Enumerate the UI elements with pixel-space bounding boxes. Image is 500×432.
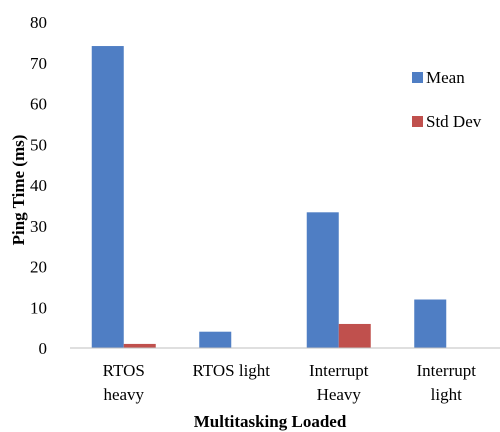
bar-mean bbox=[91, 46, 124, 348]
y-tick-label: 0 bbox=[39, 339, 48, 358]
x-category-label: heavy bbox=[103, 385, 144, 404]
y-tick-label: 70 bbox=[30, 54, 47, 73]
x-axis-label: Multitasking Loaded bbox=[194, 412, 347, 431]
y-tick-label: 30 bbox=[30, 217, 47, 236]
bar-mean bbox=[414, 299, 447, 348]
legend: Mean Std Dev bbox=[412, 68, 482, 131]
bar-mean bbox=[199, 331, 232, 348]
legend-swatch bbox=[412, 116, 423, 127]
y-tick-label: 80 bbox=[30, 13, 47, 32]
x-axis-category-labels: RTOS heavy RTOS light Interrupt Heavy Interru… bbox=[103, 361, 477, 404]
x-category-label: RTOS bbox=[103, 361, 145, 380]
y-tick-label: 50 bbox=[30, 135, 47, 154]
y-axis-label: Ping Time (ms) bbox=[9, 135, 28, 246]
bars bbox=[91, 46, 447, 348]
bar-std-dev bbox=[123, 343, 156, 348]
y-tick-label: 60 bbox=[30, 95, 47, 114]
x-category-label: Heavy bbox=[317, 385, 362, 404]
legend-swatch bbox=[412, 72, 423, 83]
x-category-label: RTOS light bbox=[192, 361, 270, 380]
x-category-label: light bbox=[431, 385, 462, 404]
bar-std-dev bbox=[338, 323, 371, 348]
y-tick-label: 40 bbox=[30, 176, 47, 195]
y-axis-ticks: 0 10 20 30 40 50 60 70 80 bbox=[30, 13, 47, 358]
legend-label: Mean bbox=[426, 68, 465, 87]
bar-mean bbox=[306, 212, 339, 348]
x-category-label: Interrupt bbox=[309, 361, 369, 380]
x-category-label: Interrupt bbox=[417, 361, 477, 380]
y-tick-label: 20 bbox=[30, 258, 47, 277]
y-tick-label: 10 bbox=[30, 298, 47, 317]
legend-label: Std Dev bbox=[426, 112, 482, 131]
